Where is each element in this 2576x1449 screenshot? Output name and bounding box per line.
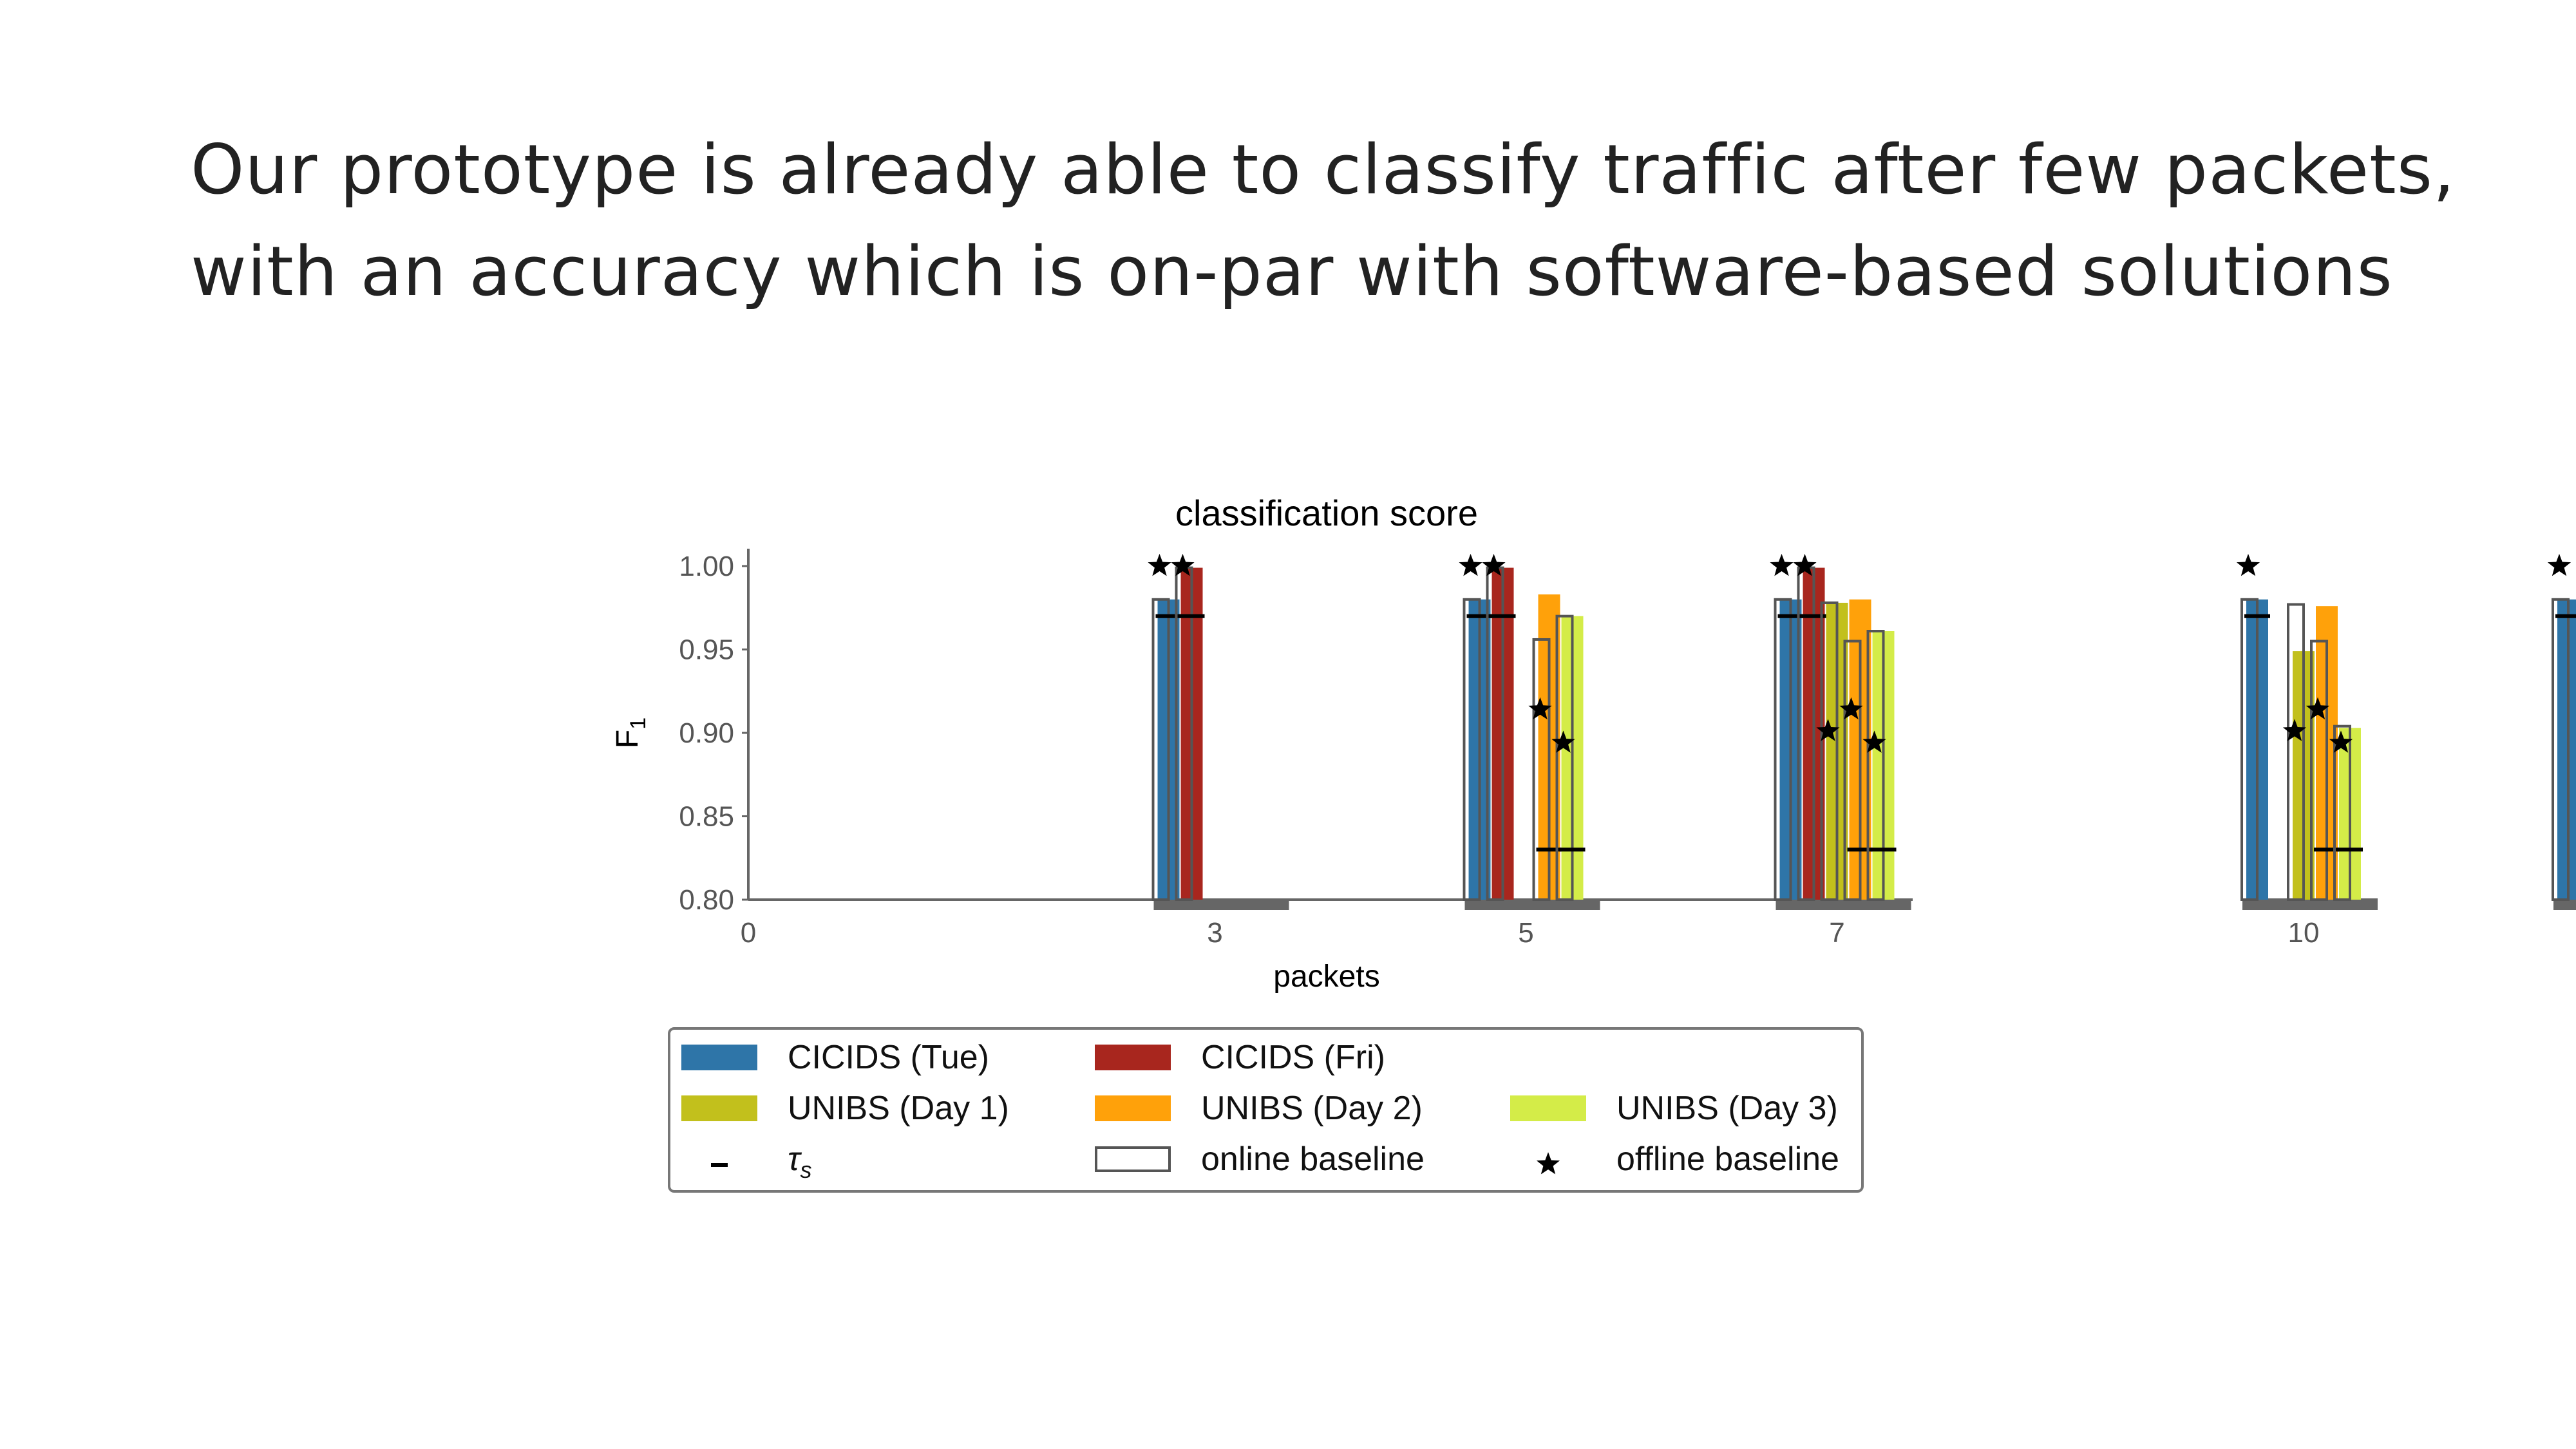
y-tick-label: 0.85 bbox=[679, 801, 734, 833]
group-band bbox=[1464, 898, 1600, 910]
online-baseline-bar bbox=[1151, 598, 1170, 901]
group-band bbox=[1776, 898, 1911, 910]
offline-baseline-star bbox=[1793, 554, 1817, 576]
x-axis-label: packets bbox=[1273, 960, 1379, 994]
group-band bbox=[2242, 898, 2378, 910]
bar bbox=[2557, 599, 2576, 900]
online-baseline-bar bbox=[2310, 639, 2328, 901]
group-band bbox=[2553, 898, 2576, 910]
offline-baseline-star bbox=[1770, 554, 1794, 576]
legend: CICIDS (Tue) CICIDS (Fri) UNIBS (Day 1) UNI… bbox=[668, 1027, 1864, 1193]
x-tick-label: 0 bbox=[741, 917, 756, 949]
online-baseline-bar bbox=[1532, 638, 1551, 902]
y-tick-label: 0.80 bbox=[679, 884, 734, 916]
offline-baseline-star bbox=[1816, 719, 1840, 741]
x-tick-label: 10 bbox=[2288, 917, 2320, 949]
legend-label: UNIBS (Day 2) bbox=[1201, 1090, 1423, 1127]
group-band bbox=[1153, 898, 1289, 910]
legend-box bbox=[668, 1027, 1864, 1193]
offline-baseline-star bbox=[2306, 697, 2330, 720]
legend-label: online baseline bbox=[1201, 1141, 1425, 1178]
legend-swatch bbox=[1095, 1045, 1171, 1070]
offline-baseline-star bbox=[1551, 730, 1575, 753]
offline-baseline-star bbox=[1839, 697, 1863, 720]
legend-swatch bbox=[1095, 1146, 1171, 1172]
y-tick-label: 1.00 bbox=[679, 551, 734, 582]
online-baseline-bar bbox=[1820, 601, 1839, 901]
online-baseline-bar bbox=[1555, 614, 1574, 901]
x-tick-label: 7 bbox=[1829, 917, 1844, 949]
legend-swatch bbox=[681, 1045, 757, 1070]
legend-swatch bbox=[1536, 1152, 1560, 1175]
offline-baseline-star bbox=[2236, 554, 2260, 576]
chart-title: classification score bbox=[1175, 493, 1478, 533]
x-tick-label: 3 bbox=[1207, 917, 1222, 949]
offline-baseline-star bbox=[1862, 730, 1886, 753]
online-baseline-bar bbox=[1843, 639, 1862, 901]
legend-label-subscript: s bbox=[800, 1157, 811, 1183]
slide-title-line-1: Our prototype is already able to classif… bbox=[191, 130, 2456, 209]
y-tick-label: 0.95 bbox=[679, 634, 734, 666]
plot-area: 0.800.850.900.951.00F10357101214packets bbox=[611, 549, 2576, 994]
online-baseline-bar bbox=[1774, 598, 1792, 901]
y-axis-label-subscript: 1 bbox=[626, 717, 650, 730]
legend-swatch bbox=[1095, 1095, 1171, 1121]
legend-label: offline baseline bbox=[1616, 1141, 1839, 1178]
offline-baseline-star bbox=[1459, 554, 1482, 576]
slide-title: Our prototype is already able to classif… bbox=[191, 119, 2509, 323]
legend-label: UNIBS (Day 3) bbox=[1616, 1090, 1838, 1127]
online-baseline-bar bbox=[2552, 598, 2570, 901]
offline-baseline-star bbox=[1482, 554, 1506, 576]
offline-baseline-star bbox=[1148, 554, 1171, 576]
x-tick-label: 5 bbox=[1518, 917, 1533, 949]
legend-swatch bbox=[681, 1095, 757, 1121]
legend-label: CICIDS (Tue) bbox=[788, 1039, 989, 1076]
slide-title-line-2: with an accuracy which is on-par with so… bbox=[191, 232, 2393, 311]
y-axis-label: F1 bbox=[611, 717, 650, 748]
y-tick-label: 0.90 bbox=[679, 717, 734, 749]
offline-baseline-star bbox=[2329, 730, 2353, 753]
legend-label: CICIDS (Fri) bbox=[1201, 1039, 1385, 1076]
offline-baseline-star bbox=[2547, 554, 2571, 576]
online-baseline-bar bbox=[2240, 598, 2259, 901]
online-baseline-bar bbox=[2333, 724, 2351, 901]
legend-label: UNIBS (Day 1) bbox=[788, 1090, 1009, 1127]
legend-swatch bbox=[1510, 1095, 1586, 1121]
online-baseline-bar bbox=[2287, 603, 2305, 901]
offline-baseline-star bbox=[2282, 719, 2307, 741]
offline-baseline-star bbox=[1528, 697, 1552, 720]
online-baseline-bar bbox=[1866, 630, 1885, 901]
offline-baseline-star bbox=[1171, 554, 1195, 576]
online-baseline-bar bbox=[1463, 598, 1481, 901]
